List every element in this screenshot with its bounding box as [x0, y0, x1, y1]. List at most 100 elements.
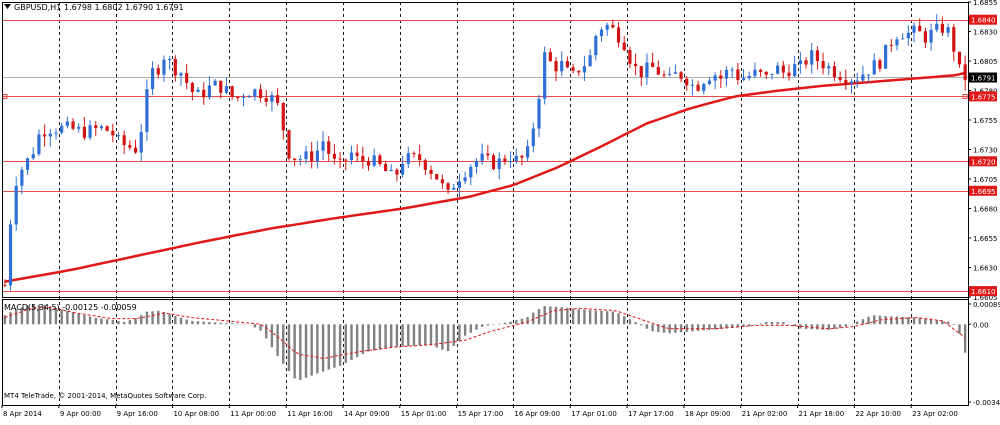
candle-body	[190, 83, 194, 93]
candle-body	[128, 145, 132, 148]
candle-body	[71, 121, 75, 129]
candle-body	[224, 86, 229, 93]
candle-body	[582, 66, 587, 73]
candle-body	[810, 50, 814, 65]
candle-body	[776, 65, 780, 74]
level-label: 1.6720	[971, 158, 996, 166]
candle-body	[673, 72, 677, 74]
time-tick-label: 17 Apr 17:00	[628, 410, 674, 418]
candle-body	[162, 59, 166, 75]
candle-body	[753, 69, 757, 77]
candle-body	[838, 77, 842, 80]
candle-body	[730, 69, 734, 71]
candle-body	[315, 150, 319, 162]
candle-body	[54, 132, 58, 134]
candle-body	[855, 80, 859, 82]
price-tick-label: 1.6655	[973, 235, 998, 243]
candle-body	[605, 24, 609, 30]
price-tick-label: 1.6830	[973, 29, 998, 37]
candle-body	[423, 160, 427, 170]
level-label-bg	[969, 14, 997, 25]
candle-body	[401, 163, 405, 175]
candle-body	[741, 78, 746, 81]
candle-body	[633, 63, 638, 67]
candle-body	[122, 135, 126, 146]
candle-body	[270, 95, 274, 102]
candle-body	[480, 153, 484, 161]
candle-body	[526, 146, 530, 158]
level-label-bg	[969, 156, 997, 167]
candle-body	[43, 134, 47, 137]
candle-body	[281, 102, 285, 131]
level-label-bg	[969, 286, 997, 297]
candle-body	[935, 23, 939, 30]
candle-body	[8, 224, 13, 286]
candle-body	[815, 50, 820, 62]
candle-body	[923, 31, 927, 43]
price-tick-label: 1.6805	[973, 58, 998, 66]
time-tick-label: 11 Apr 16:00	[287, 410, 333, 418]
candle-body	[258, 89, 263, 99]
candle-body	[918, 25, 922, 32]
time-tick-label: 15 Apr 17:00	[458, 410, 504, 418]
candle-body	[571, 67, 575, 71]
candle-body	[685, 78, 689, 86]
candle-body	[77, 126, 81, 129]
candle-body	[616, 27, 621, 43]
candle-body	[793, 64, 797, 77]
candle-body	[327, 141, 331, 154]
candle-body	[395, 169, 399, 175]
time-tick-label: 21 Apr 18:00	[799, 410, 845, 418]
candle-body	[65, 121, 69, 126]
candle-body	[361, 155, 365, 162]
candle-body	[213, 80, 217, 86]
time-tick-label: 17 Apr 01:00	[571, 410, 617, 418]
candle-body	[531, 128, 535, 147]
candle-body	[457, 181, 462, 188]
candle-body	[707, 80, 712, 85]
candle-body	[543, 52, 547, 99]
time-tick-label: 10 Apr 08:00	[173, 410, 219, 418]
time-tick-label: 22 Apr 10:00	[855, 410, 901, 418]
candle-body	[168, 59, 172, 61]
current-price-label: 1.6791	[971, 75, 996, 83]
candle-body	[844, 79, 848, 84]
macd-signal-line	[4, 306, 966, 359]
candle-body	[491, 155, 496, 170]
candle-body	[116, 135, 121, 137]
candle-body	[389, 169, 393, 172]
symbol-dropdown-icon[interactable]	[4, 4, 11, 9]
candle-body	[787, 72, 791, 77]
level-label: 1.6695	[971, 188, 996, 196]
candle-body	[474, 160, 479, 167]
time-tick-label: 11 Apr 00:00	[230, 410, 276, 418]
candle-body	[878, 60, 882, 69]
moving-average-line	[4, 71, 966, 283]
candle-body	[622, 42, 626, 51]
candles-layer	[3, 14, 967, 291]
moving-average-layer	[4, 71, 966, 283]
time-tick-label: 18 Apr 09:00	[685, 410, 731, 418]
footer-copyright: MT4 TeleTrade, © 2001-2014, MetaQuotes S…	[4, 392, 206, 400]
candle-body	[196, 89, 200, 93]
macd-tick-label: -0.00341	[973, 399, 1000, 407]
candle-body	[355, 152, 359, 156]
price-tick-label: 1.6755	[973, 117, 998, 125]
time-axis-layer: 8 Apr 2014 9 Apr 00:00 9 Apr 16:00 10 Apr 0…	[1, 405, 958, 418]
candle-body	[321, 141, 325, 151]
candle-body	[548, 52, 552, 62]
candle-body	[253, 89, 257, 97]
candle-body	[611, 24, 615, 28]
candle-body	[804, 60, 808, 65]
macd-label: MACD(5,34,5) -0.00125 -0.00059	[4, 303, 137, 312]
candle-body	[781, 65, 785, 73]
candle-body	[219, 80, 223, 93]
candle-body	[736, 69, 740, 81]
candle-body	[508, 161, 513, 163]
candle-body	[662, 74, 666, 76]
candle-body	[332, 153, 337, 159]
candle-body	[849, 81, 854, 84]
candle-body	[690, 84, 695, 86]
candle-body	[25, 158, 30, 170]
